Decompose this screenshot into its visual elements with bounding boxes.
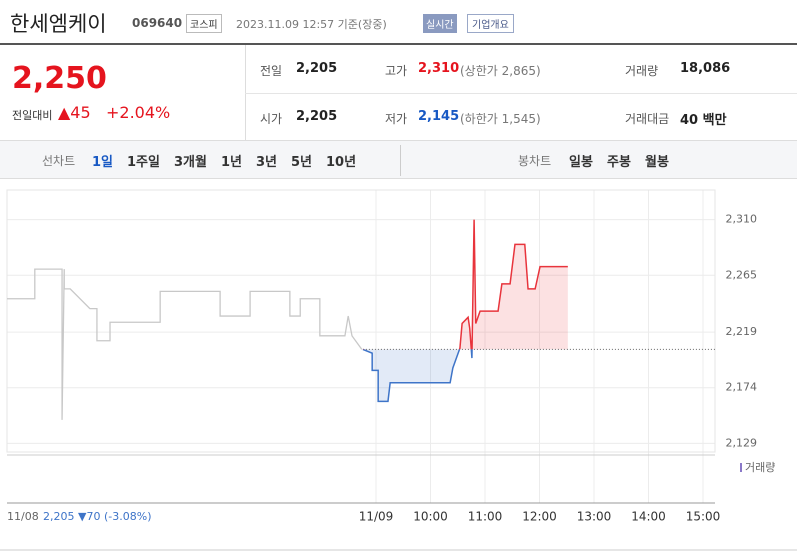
prev-day-line [7,268,363,420]
stock-code: 069640 [132,16,183,30]
x-tick-label: 15:00 [686,510,721,524]
stat-value: 2,145 [418,109,460,124]
candle-tab[interactable]: 월봉 [645,155,669,170]
today-area-down [362,349,568,402]
tab-bar [0,140,797,179]
market-badge: 코스피 [186,14,222,33]
y-tick-label: 2,219 [726,325,758,338]
line-tab[interactable]: 1주일 [127,155,160,170]
stat-value: 18,086 [680,61,731,76]
y-tick-label: 2,265 [726,268,758,281]
line-chart-label: 선차트 [42,154,76,168]
prev-date: 11/08 [7,510,39,523]
x-tick-label: 11:00 [468,510,503,524]
today-line-up [362,219,568,350]
prev-change: ▼70 [78,510,100,523]
today-area-up [459,219,568,350]
x-tick-label: 14:00 [631,510,666,524]
stat-label: 거래대금 [625,112,670,126]
change-pct: +2.04% [106,103,171,122]
y-tick-label: 2,129 [726,436,758,449]
divider [0,43,797,45]
x-tick-label: 13:00 [577,510,612,524]
line-tab[interactable]: 3개월 [174,155,207,170]
x-tick-label: 10:00 [413,510,448,524]
stat-value: 2,310 [418,61,460,76]
line-tab[interactable]: 5년 [291,155,313,170]
stat-label: 시가 [260,112,283,126]
stat-value: 2,205 [296,61,338,76]
realtime-badge[interactable]: 실시간 [423,14,457,33]
volume-label: 거래량 [745,461,775,474]
quote-box: 2,250 전일대비 ▲45 +2.04% [0,45,246,140]
x-tick-label: 12:00 [522,510,557,524]
line-tab[interactable]: 3년 [256,155,278,170]
company-info-button[interactable]: 기업개요 [467,14,514,33]
price: 2,250 [12,61,107,96]
prev-price: 2,205 [43,510,75,523]
plot-frame [6,189,716,453]
y-tick-label: 2,310 [726,213,758,226]
line-tab[interactable]: 1일 [92,155,114,170]
x-tick-label: 11/09 [359,510,394,524]
volume-legend-swatch [740,463,742,472]
stat-value: 2,205 [296,109,338,124]
today-line-down [362,349,473,403]
stat-label: 거래량 [625,64,659,78]
candle-tab[interactable]: 일봉 [569,155,593,170]
tab-separator [400,145,401,176]
stat-label: 전일 [260,64,283,78]
stock-name: 한세엠케이 [10,12,107,36]
stat-label: 저가 [385,112,408,126]
line-tab[interactable]: 10년 [326,155,357,170]
candle-tab[interactable]: 주봉 [607,155,631,170]
stat-extra: (상한가 2,865) [460,64,541,78]
candle-chart-label: 봉차트 [518,154,552,168]
row-divider [245,93,797,94]
stat-value: 40 백만 [680,113,727,128]
stat-extra: (하한가 1,545) [460,112,541,126]
change-label: 전일대비 [12,109,53,122]
line-tab[interactable]: 1년 [221,155,243,170]
prev-change-pct: (-3.08%) [104,510,152,523]
stat-label: 고가 [385,64,408,78]
change: ▲45 [58,103,91,122]
datetime: 2023.11.09 12:57 기준(장중) [236,18,387,31]
y-tick-label: 2,174 [726,381,758,394]
